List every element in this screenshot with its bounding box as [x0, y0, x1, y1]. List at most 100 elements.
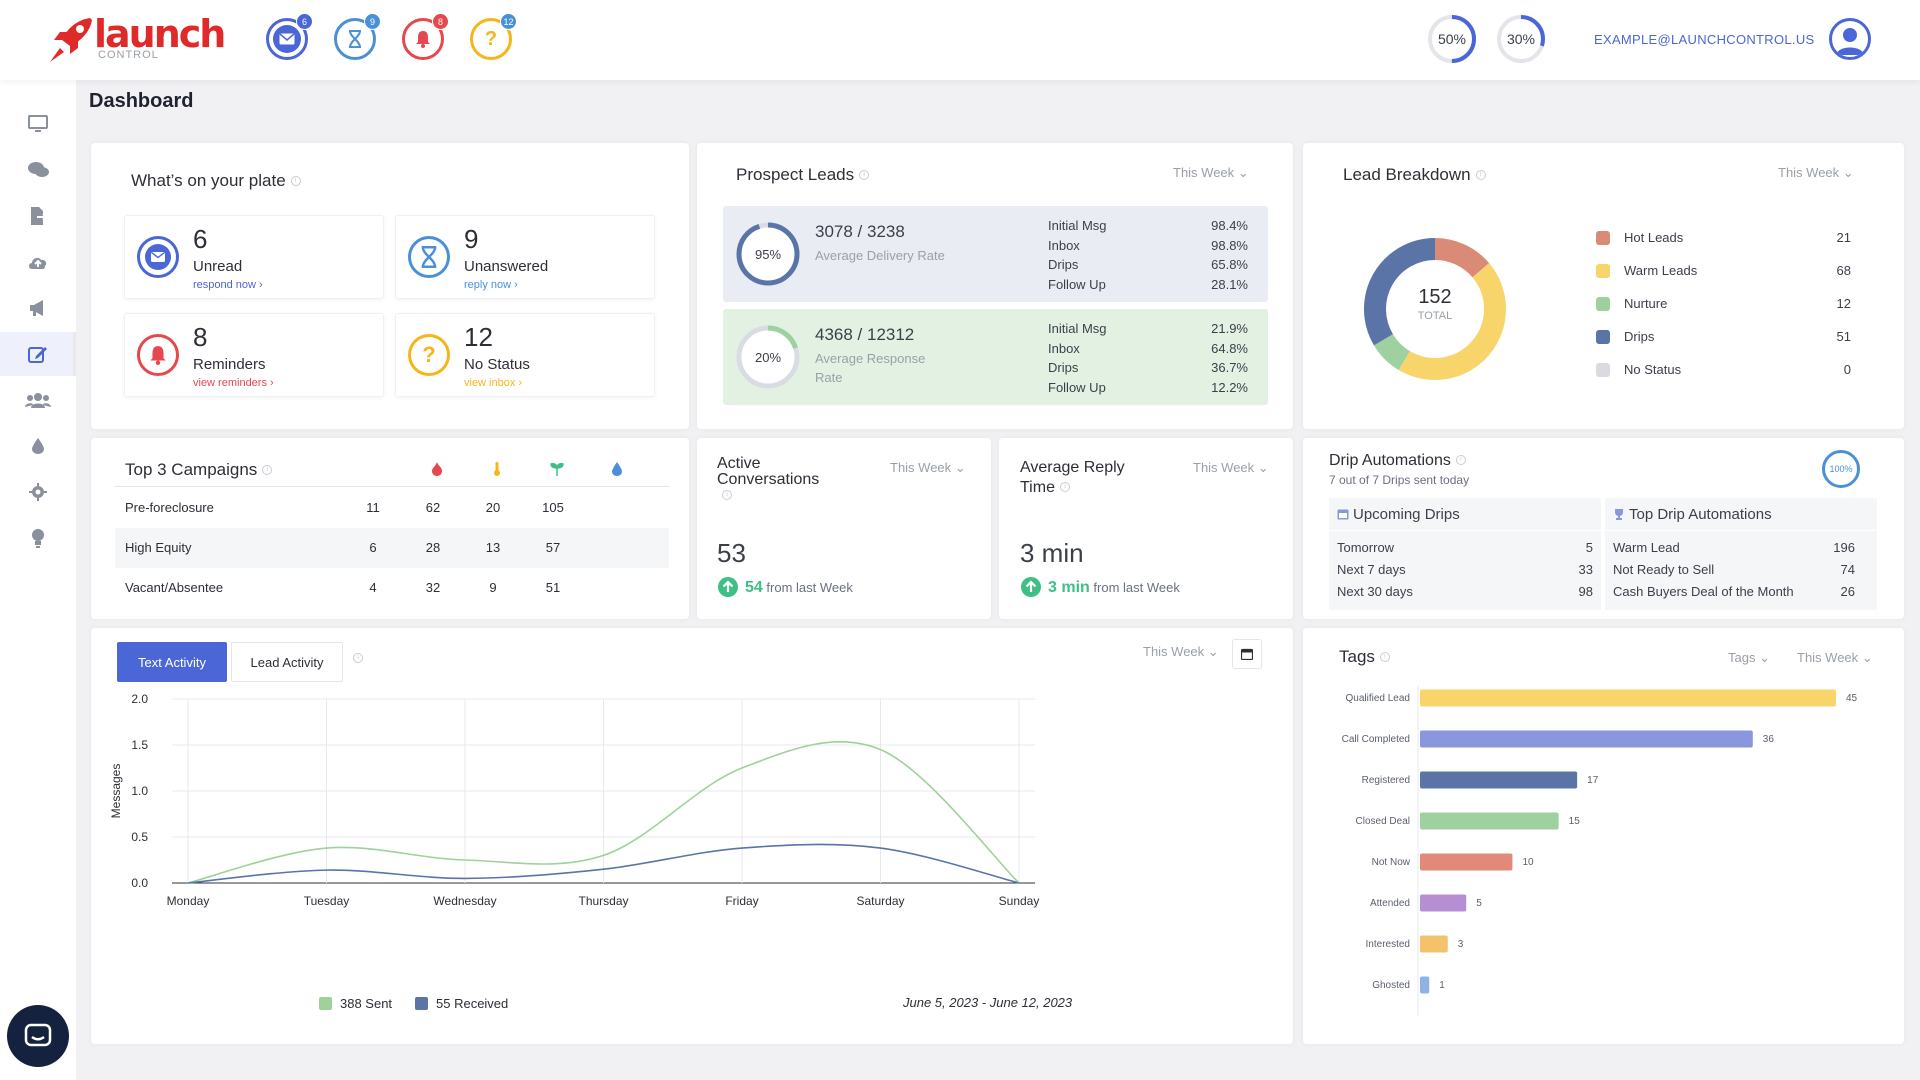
donut-total: 152	[1418, 286, 1452, 308]
legend-received[interactable]: 55 Received	[415, 996, 508, 1011]
tag-value: 1	[1439, 980, 1445, 991]
info-icon[interactable]: i	[722, 490, 732, 500]
sidebar-item-upload[interactable]	[0, 240, 76, 284]
unread-tile[interactable]: 6 Unread respond now ›	[124, 215, 384, 299]
legend-name: Drips	[1624, 329, 1655, 344]
sidebar	[0, 80, 76, 1080]
chevron-down-icon: ⌄	[954, 460, 966, 475]
info-icon[interactable]: i	[353, 653, 363, 663]
chat-launcher-button[interactable]	[7, 1005, 69, 1067]
period-select[interactable]: This Week ⌄	[1193, 460, 1269, 476]
table-row[interactable]: High Equity 6 28 13 57	[115, 528, 669, 568]
sidebar-item-tips[interactable]	[0, 516, 76, 560]
unread-label: Unread	[193, 258, 243, 275]
tags-filter-select[interactable]: Tags ⌄	[1728, 650, 1770, 666]
rocket-logo-icon	[50, 18, 92, 62]
drop-icon	[597, 462, 637, 481]
respond-now-link[interactable]: respond now ›	[193, 279, 263, 291]
upcoming-drips-title: Upcoming Drips	[1353, 506, 1460, 523]
sidebar-item-export[interactable]	[0, 194, 76, 238]
tag-bar	[1420, 853, 1513, 871]
date-picker-button[interactable]	[1232, 639, 1262, 669]
y-tick-label: 2.0	[131, 692, 148, 706]
upcoming-label: Tomorrow	[1337, 540, 1395, 555]
sidebar-item-dashboard[interactable]	[0, 102, 76, 146]
period-select[interactable]: This Week ⌄	[1173, 165, 1249, 181]
lead-breakdown-title: Lead Breakdown	[1343, 165, 1471, 184]
card-title: Top 3 Campaigns i	[125, 460, 273, 480]
activity-card: Text Activity Lead Activity i This Week …	[91, 628, 1293, 1044]
legend-sent[interactable]: 388 Sent	[319, 996, 392, 1011]
legend-drips: Drips 51	[1596, 327, 1851, 347]
legend-label: 55 Received	[436, 996, 509, 1011]
progress-ring-label: 50%	[1437, 31, 1467, 47]
info-icon[interactable]: i	[1059, 482, 1070, 492]
drip-count: 57	[545, 540, 561, 555]
tag-label: Interested	[1366, 939, 1410, 950]
period-select[interactable]: This Week ⌄	[890, 460, 966, 476]
unanswered-tile[interactable]: 9 Unanswered reply now ›	[395, 215, 655, 299]
tag-label: Closed Deal	[1356, 816, 1410, 827]
info-icon[interactable]: i	[290, 176, 301, 186]
nurture-count: 9	[489, 580, 497, 595]
period-label: This Week	[1778, 165, 1840, 180]
trophy-icon	[1615, 509, 1623, 520]
response-labels: Initial Msg Inbox Drips Follow Up	[1048, 319, 1107, 397]
period-select[interactable]: This Week ⌄	[1143, 644, 1219, 660]
trend-text: from last Week	[766, 580, 853, 595]
launch-control-logo[interactable]: launch CONTROL	[46, 12, 236, 68]
x-tick-label: Friday	[725, 894, 758, 908]
upcoming-value: 98	[1578, 584, 1593, 599]
info-icon[interactable]: i	[1475, 170, 1486, 180]
response-counts: 4368 / 12312	[815, 325, 915, 344]
legend-value: 68	[1836, 263, 1851, 278]
sidebar-item-campaigns[interactable]	[0, 286, 76, 330]
info-icon[interactable]: i	[859, 170, 870, 180]
value-follow-up: 12.2%	[1211, 379, 1248, 395]
tag-value: 10	[1522, 857, 1534, 868]
hot-count: 4	[369, 580, 377, 595]
label-inbox: Inbox	[1048, 237, 1080, 253]
table-row[interactable]: Vacant/Absentee 4 32 9 51	[115, 568, 669, 608]
sidebar-item-drips[interactable]	[0, 424, 76, 468]
view-reminders-link[interactable]: view reminders ›	[193, 377, 274, 389]
tag-value: 15	[1569, 816, 1581, 827]
sidebar-item-edit[interactable]	[0, 332, 76, 376]
legend-label: 388 Sent	[340, 996, 393, 1011]
no-status-tile[interactable]: ? 12 No Status view inbox ›	[395, 313, 655, 397]
tab-text-activity[interactable]: Text Activity	[117, 642, 227, 682]
tag-value: 45	[1846, 693, 1858, 704]
avatar[interactable]	[1829, 18, 1871, 60]
divider	[1329, 530, 1601, 531]
response-caption: Average Response Rate	[815, 351, 926, 385]
period-select[interactable]: This Week ⌄	[1797, 650, 1873, 666]
upcoming-label: Next 30 days	[1337, 584, 1413, 599]
account-email[interactable]: EXAMPLE@LAUNCHCONTROL.US	[1594, 32, 1815, 47]
sidebar-item-messages[interactable]	[0, 148, 76, 192]
tab-lead-activity[interactable]: Lead Activity	[231, 642, 343, 682]
no-status-notification-button[interactable]: ? 12	[470, 13, 517, 60]
unanswered-notification-button[interactable]: 9	[334, 13, 381, 60]
reply-now-link[interactable]: reply now ›	[464, 279, 518, 291]
tag-value: 36	[1763, 734, 1775, 745]
reminders-tile[interactable]: 8 Reminders view reminders ›	[124, 313, 384, 397]
mail-notification-button[interactable]: 6	[266, 13, 313, 60]
sidebar-item-settings[interactable]	[0, 470, 76, 514]
info-icon[interactable]: i	[262, 465, 273, 475]
sidebar-item-contacts[interactable]	[0, 378, 76, 422]
info-icon[interactable]: i	[1379, 652, 1390, 662]
hot-count: 11	[366, 500, 380, 515]
card-title: Prospect Leads i	[736, 165, 870, 185]
divider	[1605, 530, 1877, 531]
table-row[interactable]: Pre-foreclosure 11 62 20 105	[115, 488, 669, 528]
legend-hot-leads: Hot Leads 21	[1596, 228, 1851, 248]
view-inbox-link[interactable]: view inbox ›	[464, 377, 523, 389]
top-drip-label: Cash Buyers Deal of the Month	[1613, 584, 1794, 599]
delivery-counts: 3078 / 3238	[815, 222, 905, 241]
info-icon[interactable]: i	[1455, 455, 1466, 465]
period-select[interactable]: This Week ⌄	[1778, 165, 1854, 181]
tag-value: 17	[1587, 775, 1599, 786]
label-drips: Drips	[1048, 360, 1079, 376]
reminder-notification-button[interactable]: 8	[402, 13, 449, 60]
tag-label: Ghosted	[1372, 980, 1410, 991]
